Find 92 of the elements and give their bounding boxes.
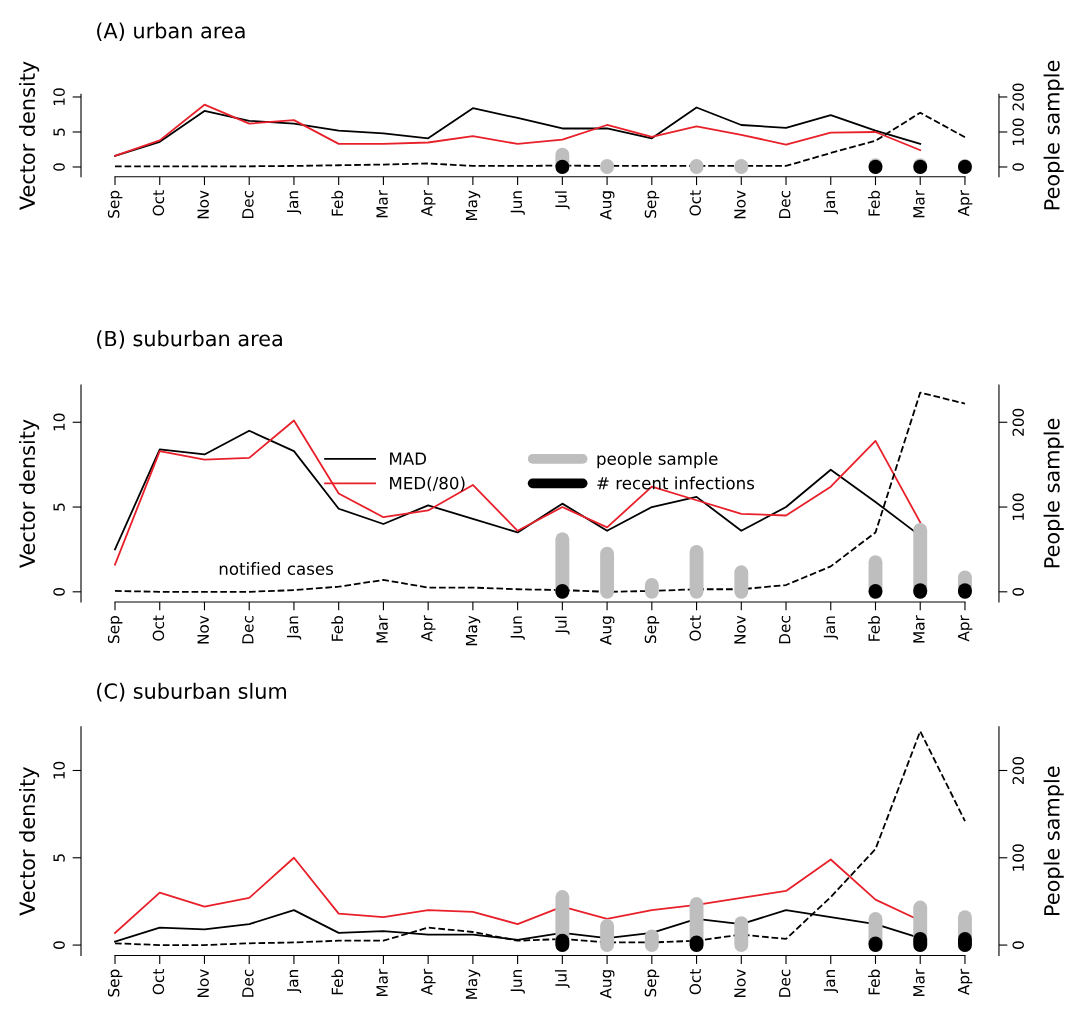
y-tick-label: 5 bbox=[53, 854, 65, 862]
y-axis-title: Vector density bbox=[18, 419, 40, 569]
x-tick-label: Jan bbox=[823, 616, 839, 640]
x-tick-label: Apr bbox=[421, 189, 436, 217]
x-tick-label: Sep bbox=[644, 190, 660, 218]
x-tick-label: Jan bbox=[823, 970, 839, 994]
x-tick-label: Aug bbox=[600, 191, 615, 220]
x-tick-label: Feb bbox=[331, 190, 344, 216]
y-axis-title: Vector density bbox=[18, 767, 40, 916]
y2-axis-title: People sample bbox=[1043, 766, 1064, 915]
y2-tick-label: 100 bbox=[1012, 844, 1024, 871]
y-tick-label: 10 bbox=[53, 88, 65, 106]
x-tick-label: Mar bbox=[376, 615, 388, 643]
y2-axis-title: People sample bbox=[1043, 418, 1064, 568]
y-tick-label: 0 bbox=[53, 587, 65, 596]
x-tick-label: Sep bbox=[107, 190, 123, 218]
y2-tick-label: 100 bbox=[1012, 118, 1024, 145]
x-tick-label: Apr bbox=[421, 615, 436, 642]
x-tick-label: Oct bbox=[689, 615, 701, 641]
x-tick-label: Nov bbox=[734, 969, 746, 998]
x-tick-label: Jul bbox=[554, 970, 570, 988]
x-tick-label: Mar bbox=[913, 615, 925, 643]
x-tick-label: Dec bbox=[779, 616, 791, 644]
x-tick-label: Nov bbox=[734, 190, 746, 219]
x-tick-label: Dec bbox=[242, 616, 254, 644]
x-tick-label: May bbox=[465, 190, 481, 221]
y2-tick-label: 200 bbox=[1012, 408, 1024, 436]
x-tick-label: Mar bbox=[376, 189, 388, 218]
legend-label: MED(/80) bbox=[390, 476, 465, 492]
x-tick-label: Sep bbox=[107, 616, 123, 643]
legend-label: # recent infections bbox=[597, 476, 755, 490]
x-tick-label: Oct bbox=[152, 969, 165, 995]
y-tick-label: 0 bbox=[53, 941, 65, 949]
x-tick-label: Dec bbox=[779, 190, 791, 219]
chart-title: (C) suburban slum bbox=[97, 682, 286, 702]
x-tick-label: Jun bbox=[510, 191, 525, 215]
y-tick-label: 10 bbox=[53, 761, 65, 779]
x-tick-label: Feb bbox=[331, 616, 344, 641]
x-tick-label: May bbox=[465, 615, 481, 646]
x-tick-label: Oct bbox=[689, 190, 701, 216]
x-tick-label: Jun bbox=[510, 616, 525, 640]
series-label: notified cases bbox=[219, 562, 334, 576]
x-tick-label: Apr bbox=[958, 968, 973, 996]
x-tick-label: Feb bbox=[868, 616, 880, 641]
x-tick-label: Dec bbox=[779, 969, 791, 997]
y2-tick-label: 0 bbox=[1012, 163, 1024, 171]
x-tick-label: Feb bbox=[331, 969, 344, 995]
y-tick-label: 5 bbox=[53, 128, 65, 136]
x-tick-label: Nov bbox=[197, 969, 209, 998]
x-tick-label: Apr bbox=[958, 615, 973, 642]
x-tick-label: Jan bbox=[287, 616, 302, 640]
y2-tick-label: 100 bbox=[1012, 493, 1024, 520]
y-axis-title: Vector density bbox=[18, 61, 40, 211]
y-tick-label: 5 bbox=[53, 503, 65, 511]
x-tick-label: Oct bbox=[689, 969, 701, 995]
x-tick-label: Nov bbox=[197, 615, 209, 644]
x-tick-label: Aug bbox=[600, 970, 615, 999]
x-tick-label: Apr bbox=[421, 968, 436, 996]
legend-label: MAD bbox=[390, 452, 427, 465]
x-tick-label: Sep bbox=[107, 969, 123, 997]
x-tick-label: Dec bbox=[242, 190, 254, 219]
x-tick-label: Jul bbox=[554, 191, 570, 210]
y2-tick-label: 200 bbox=[1012, 756, 1024, 784]
y2-tick-label: 0 bbox=[1012, 587, 1024, 596]
legend-label: people sample bbox=[597, 452, 718, 469]
chart-title: (B) suburban area bbox=[97, 330, 282, 349]
y-tick-label: 0 bbox=[53, 163, 65, 171]
x-tick-label: Jun bbox=[510, 970, 525, 994]
x-tick-label: Feb bbox=[868, 969, 880, 995]
y-tick-label: 10 bbox=[53, 413, 65, 431]
y2-axis-title: People sample bbox=[1043, 60, 1064, 210]
x-tick-label: Mar bbox=[913, 189, 925, 218]
x-tick-label: Feb bbox=[868, 190, 880, 216]
x-tick-label: Nov bbox=[734, 615, 746, 644]
x-tick-label: Mar bbox=[376, 968, 388, 997]
x-tick-label: Oct bbox=[152, 190, 165, 216]
x-tick-label: May bbox=[465, 969, 481, 999]
chart-title: (A) urban area bbox=[97, 22, 245, 42]
x-tick-label: Aug bbox=[600, 616, 615, 645]
x-tick-label: Oct bbox=[152, 615, 165, 641]
y2-tick-label: 0 bbox=[1012, 941, 1024, 949]
x-tick-label: Jul bbox=[554, 616, 570, 635]
x-tick-label: Sep bbox=[644, 969, 660, 997]
x-tick-label: Jan bbox=[287, 191, 302, 215]
x-tick-label: Nov bbox=[197, 190, 209, 219]
x-tick-label: Apr bbox=[958, 189, 973, 217]
x-tick-label: Jan bbox=[823, 191, 839, 215]
x-tick-label: Dec bbox=[242, 969, 254, 997]
x-tick-label: Jan bbox=[287, 970, 302, 994]
x-tick-label: Mar bbox=[913, 968, 925, 997]
y2-tick-label: 200 bbox=[1012, 83, 1024, 111]
x-tick-label: Sep bbox=[644, 616, 660, 643]
